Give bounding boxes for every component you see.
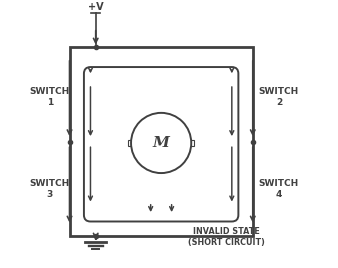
Text: INVALID STATE
(SHORT CIRCUIT): INVALID STATE (SHORT CIRCUIT) (188, 227, 265, 247)
Text: M: M (153, 136, 170, 150)
Circle shape (131, 113, 191, 173)
Text: SWITCH
3: SWITCH 3 (30, 179, 70, 199)
FancyBboxPatch shape (84, 67, 238, 221)
Text: SWITCH
1: SWITCH 1 (30, 87, 70, 107)
Text: SWITCH
2: SWITCH 2 (259, 87, 299, 107)
Text: SWITCH
4: SWITCH 4 (259, 179, 299, 199)
Bar (70, 47, 253, 236)
Bar (188, 140, 194, 146)
Bar (128, 140, 134, 146)
Text: +V: +V (88, 2, 103, 12)
